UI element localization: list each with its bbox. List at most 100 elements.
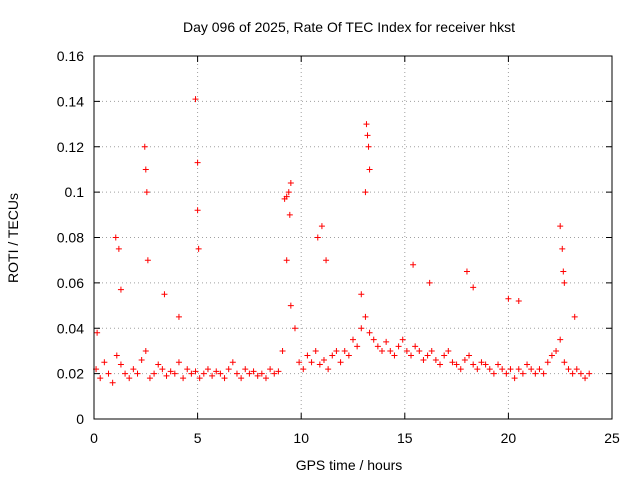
data-point <box>117 286 124 293</box>
data-point <box>573 366 580 373</box>
data-point <box>275 368 282 375</box>
data-point <box>287 180 294 187</box>
y-tick-label: 0.06 <box>57 275 84 291</box>
y-tick-label: 0.08 <box>57 230 84 246</box>
data-point <box>515 366 522 373</box>
data-point <box>329 352 336 359</box>
data-point <box>577 370 584 377</box>
data-point <box>221 375 228 382</box>
data-point <box>138 357 145 364</box>
data-point <box>283 257 290 264</box>
x-tick-label: 10 <box>293 430 309 446</box>
data-point <box>151 370 158 377</box>
data-point <box>144 257 151 264</box>
data-point <box>441 352 448 359</box>
data-point <box>507 366 514 373</box>
data-point <box>362 189 369 196</box>
data-point <box>420 357 427 364</box>
y-tick-label: 0.12 <box>57 139 84 155</box>
data-point <box>362 313 369 320</box>
data-point <box>445 347 452 354</box>
data-point <box>217 370 224 377</box>
y-tick-label: 0.14 <box>57 93 84 109</box>
x-axis-label: GPS time / hours <box>296 457 403 473</box>
data-point <box>560 268 567 275</box>
data-point <box>559 245 566 252</box>
data-point <box>233 370 240 377</box>
data-point <box>395 343 402 350</box>
data-point <box>582 375 589 382</box>
data-point <box>308 359 315 366</box>
data-point <box>262 375 269 382</box>
data-point <box>286 211 293 218</box>
data-point <box>374 343 381 350</box>
data-point <box>363 121 370 128</box>
data-point <box>337 359 344 366</box>
data-point <box>285 189 292 196</box>
data-point <box>426 279 433 286</box>
data-point <box>341 347 348 354</box>
chart-title: Day 096 of 2025, Rate Of TEC Index for r… <box>183 19 515 35</box>
data-point <box>557 223 564 230</box>
data-point <box>188 370 195 377</box>
data-point <box>561 359 568 366</box>
data-point <box>457 366 464 373</box>
data-point <box>287 302 294 309</box>
y-tick-label: 0.1 <box>65 184 85 200</box>
data-point <box>387 347 394 354</box>
data-point <box>403 347 410 354</box>
x-tick-label: 0 <box>90 430 98 446</box>
data-point <box>320 357 327 364</box>
data-point <box>267 366 274 373</box>
data-point <box>490 370 497 377</box>
data-point <box>565 366 572 373</box>
data-point <box>194 159 201 166</box>
data-point <box>304 352 311 359</box>
data-point <box>192 368 199 375</box>
data-point <box>134 370 141 377</box>
data-point <box>470 361 477 368</box>
data-point <box>115 245 122 252</box>
data-point <box>366 166 373 173</box>
axis-ticks: 0 0.02 0.04 0.06 0.08 0.1 0.12 0.14 0.16 0 5 10 15 20… <box>57 48 620 446</box>
data-point <box>557 336 564 343</box>
data-point <box>101 359 108 366</box>
data-point <box>586 370 593 377</box>
data-point <box>242 366 249 373</box>
data-point <box>105 370 112 377</box>
data-point <box>365 143 372 150</box>
data-point <box>536 366 543 373</box>
data-point <box>318 223 325 230</box>
data-point <box>461 357 468 364</box>
data-point <box>323 257 330 264</box>
data-point <box>112 234 119 241</box>
data-point <box>279 347 286 354</box>
data-point <box>410 261 417 268</box>
data-point <box>383 338 390 345</box>
data-point <box>416 347 423 354</box>
data-point <box>97 375 104 382</box>
data-point <box>511 375 518 382</box>
data-point <box>163 372 170 379</box>
data-point <box>175 313 182 320</box>
data-point <box>486 366 493 373</box>
data-point <box>333 347 340 354</box>
data-point <box>499 366 506 373</box>
data-point <box>142 347 149 354</box>
data-point <box>171 370 178 377</box>
data-point <box>408 352 415 359</box>
data-point <box>412 343 419 350</box>
data-point <box>466 352 473 359</box>
data-point <box>548 352 555 359</box>
data-point <box>553 347 560 354</box>
data-point <box>379 347 386 354</box>
data-point <box>141 143 148 150</box>
data-point <box>271 370 278 377</box>
data-point <box>358 291 365 298</box>
data-point <box>354 343 361 350</box>
data-point <box>283 193 290 200</box>
data-point <box>391 352 398 359</box>
data-point <box>449 359 456 366</box>
data-point <box>94 329 101 336</box>
